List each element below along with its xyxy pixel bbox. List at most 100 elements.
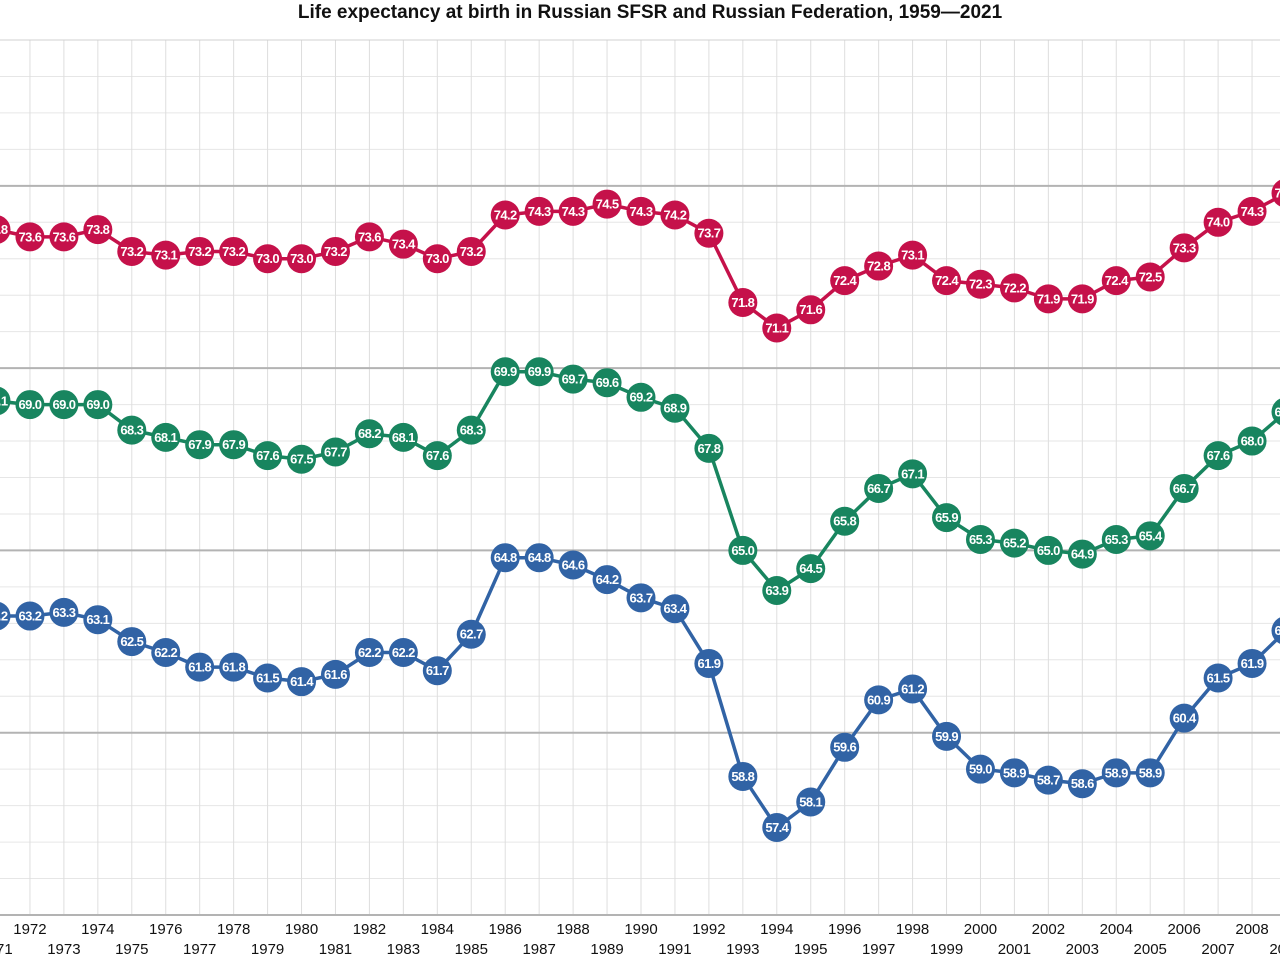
point	[694, 433, 724, 463]
point	[864, 473, 894, 503]
x-tick-label: 1990	[624, 921, 657, 938]
point	[898, 240, 928, 270]
point	[320, 659, 350, 689]
value-label: 58.9	[1139, 765, 1162, 780]
value-label: 61.5	[1207, 670, 1230, 685]
value-label: 67.9	[222, 437, 245, 452]
value-label: 60.4	[1173, 711, 1197, 726]
point	[1033, 765, 1063, 795]
value-label: 68.1	[154, 430, 177, 445]
x-tick-label: 1999	[930, 941, 963, 958]
point	[965, 524, 995, 554]
value-label: 64.6	[562, 557, 585, 572]
value-label: 68.1	[392, 430, 415, 445]
value-label: 58.8	[731, 769, 754, 784]
value-label: 67.5	[290, 452, 313, 467]
x-tick-label: 1974	[81, 921, 114, 938]
point	[151, 240, 181, 270]
point	[49, 390, 79, 420]
point	[1237, 426, 1267, 456]
value-label: 65.4	[1139, 528, 1163, 543]
point	[456, 236, 486, 266]
x-tick-label: 1985	[455, 941, 488, 958]
x-tick-label: 1981	[319, 941, 352, 958]
value-label: 69.2	[630, 390, 653, 405]
point	[422, 656, 452, 686]
point	[796, 295, 826, 325]
point	[151, 422, 181, 452]
point	[287, 667, 317, 697]
point	[83, 390, 113, 420]
value-label: 61.9	[697, 656, 720, 671]
value-label: 67.6	[256, 448, 279, 463]
value-label: 74.3	[1241, 204, 1264, 219]
value-label: 58.6	[1071, 776, 1094, 791]
point	[626, 382, 656, 412]
point	[354, 638, 384, 667]
value-label: 59.9	[935, 729, 958, 744]
x-tick-label: 2006	[1167, 921, 1200, 938]
point	[185, 652, 215, 682]
value-label: 72.4	[935, 273, 959, 288]
value-label: 69.9	[494, 364, 517, 379]
point	[490, 543, 520, 573]
value-label: 59.0	[969, 762, 992, 777]
point	[626, 583, 656, 613]
x-tick-label: 2000	[964, 921, 997, 938]
point	[83, 215, 113, 245]
x-tick-label: 1976	[149, 921, 182, 938]
point	[932, 503, 962, 533]
value-label: 64.8	[494, 550, 517, 565]
x-tick-label: 1991	[658, 941, 691, 958]
value-label: 74.3	[528, 204, 551, 219]
x-tick-label: 1992	[692, 921, 725, 938]
point	[830, 266, 860, 296]
point	[185, 430, 215, 460]
value-label: 59.6	[833, 740, 856, 755]
value-label: 71.6	[799, 302, 822, 317]
point	[932, 266, 962, 296]
value-label: 62.2	[392, 645, 415, 660]
value-label: 63.4	[663, 601, 687, 616]
value-label: 66.7	[1173, 481, 1196, 496]
value-label: 65.9	[935, 510, 958, 525]
value-label: 73.6	[358, 229, 381, 244]
point	[253, 441, 283, 471]
value-label: 71.9	[1071, 291, 1094, 306]
point	[422, 441, 452, 471]
point	[219, 236, 249, 266]
value-label: 61.4	[290, 674, 314, 689]
value-label: 74.5	[596, 197, 619, 212]
x-tick-label: 1973	[47, 941, 80, 958]
value-label: 65.0	[1037, 543, 1060, 558]
x-tick-label: 1977	[183, 941, 216, 958]
value-label: 64.9	[1071, 547, 1094, 562]
value-label: 74.3	[630, 204, 653, 219]
x-tick-label: 1982	[353, 921, 386, 938]
point	[0, 215, 11, 244]
point	[456, 619, 486, 649]
point	[864, 685, 894, 715]
value-label: 63.9	[765, 583, 788, 598]
x-tick-label: 1971	[0, 941, 13, 958]
point	[117, 627, 147, 657]
value-label: 65.3	[969, 532, 992, 547]
value-label: 73.4	[392, 237, 416, 252]
point	[999, 273, 1029, 303]
value-label: 63.1	[86, 612, 109, 627]
value-label: 65.2	[1003, 536, 1026, 551]
value-label: 69.0	[86, 397, 109, 412]
axis-labels: 1971197219731974197519761977197819791980…	[0, 921, 1280, 958]
value-label: 65.8	[833, 514, 856, 529]
x-tick-label: 2007	[1201, 941, 1234, 958]
point	[15, 601, 45, 631]
point	[83, 605, 113, 635]
value-label: 63.3	[52, 605, 75, 620]
x-tick-label: 1987	[522, 941, 555, 958]
point	[388, 422, 418, 452]
point	[1203, 441, 1233, 471]
value-label: 67.6	[1207, 448, 1230, 463]
value-label: 73.0	[256, 251, 279, 266]
point	[1067, 284, 1097, 314]
